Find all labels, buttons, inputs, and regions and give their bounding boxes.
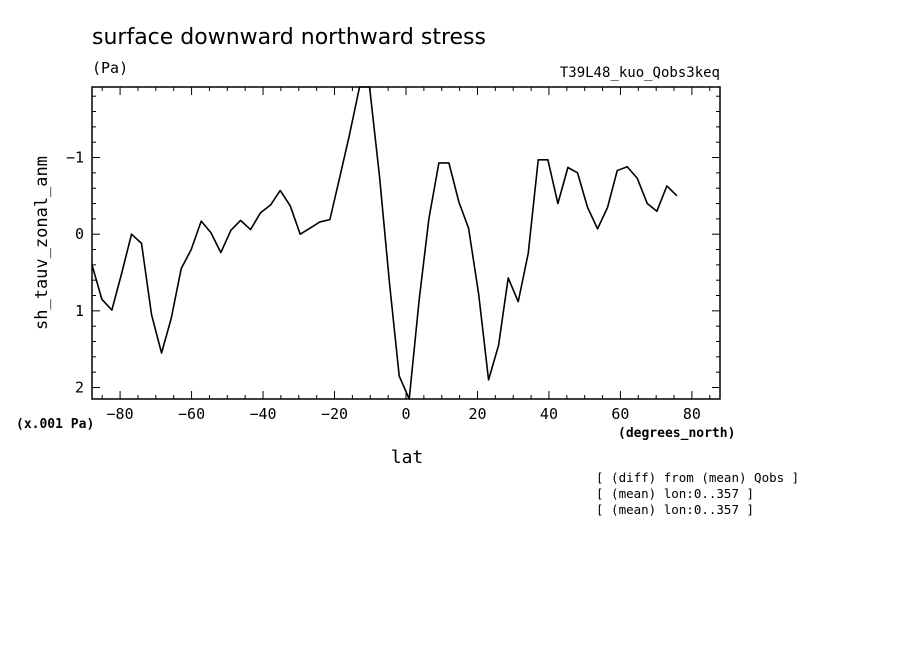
x-tick-label: −60: [178, 405, 205, 423]
x-tick-label: −20: [321, 405, 348, 423]
x-tick-label: −80: [107, 405, 134, 423]
units-label: (Pa): [92, 59, 128, 77]
y-tick-label: 2: [75, 379, 84, 397]
y-tick-label: −1: [66, 149, 84, 167]
note-line-3: [ (mean) lon:0..357 ]: [596, 502, 754, 517]
x-tick-label: 80: [683, 405, 701, 423]
x-tick-label: 20: [468, 405, 486, 423]
x-tick-labels: −80 −60 −40 −20 0 20 40 60 80: [107, 405, 701, 423]
series-line: [91, 86, 678, 400]
plot-frame: [91, 86, 721, 400]
series-group: [91, 86, 678, 400]
y-scale-note: (x.001 Pa): [16, 417, 94, 432]
x-units-label: (degrees_north): [618, 426, 735, 441]
x-tick-label: 40: [540, 405, 558, 423]
axis-ticks: [92, 87, 720, 399]
x-tick-label: 60: [611, 405, 629, 423]
x-tick-label: −40: [249, 405, 276, 423]
note-line-2: [ (mean) lon:0..357 ]: [596, 486, 754, 501]
y-tick-label: 1: [75, 302, 84, 320]
y-tick-labels: −1 0 1 2: [66, 149, 84, 397]
x-axis-label: lat: [391, 447, 424, 468]
x-tick-label: 0: [401, 405, 410, 423]
y-axis-label: sh_tauv_zonal_anm: [32, 156, 52, 330]
chart-title: surface downward northward stress: [92, 25, 486, 50]
run-id-label: T39L48_kuo_Qobs3keq: [560, 65, 720, 81]
y-tick-label: 0: [75, 225, 84, 243]
note-line-1: [ (diff) from (mean) Qobs ]: [596, 470, 799, 485]
